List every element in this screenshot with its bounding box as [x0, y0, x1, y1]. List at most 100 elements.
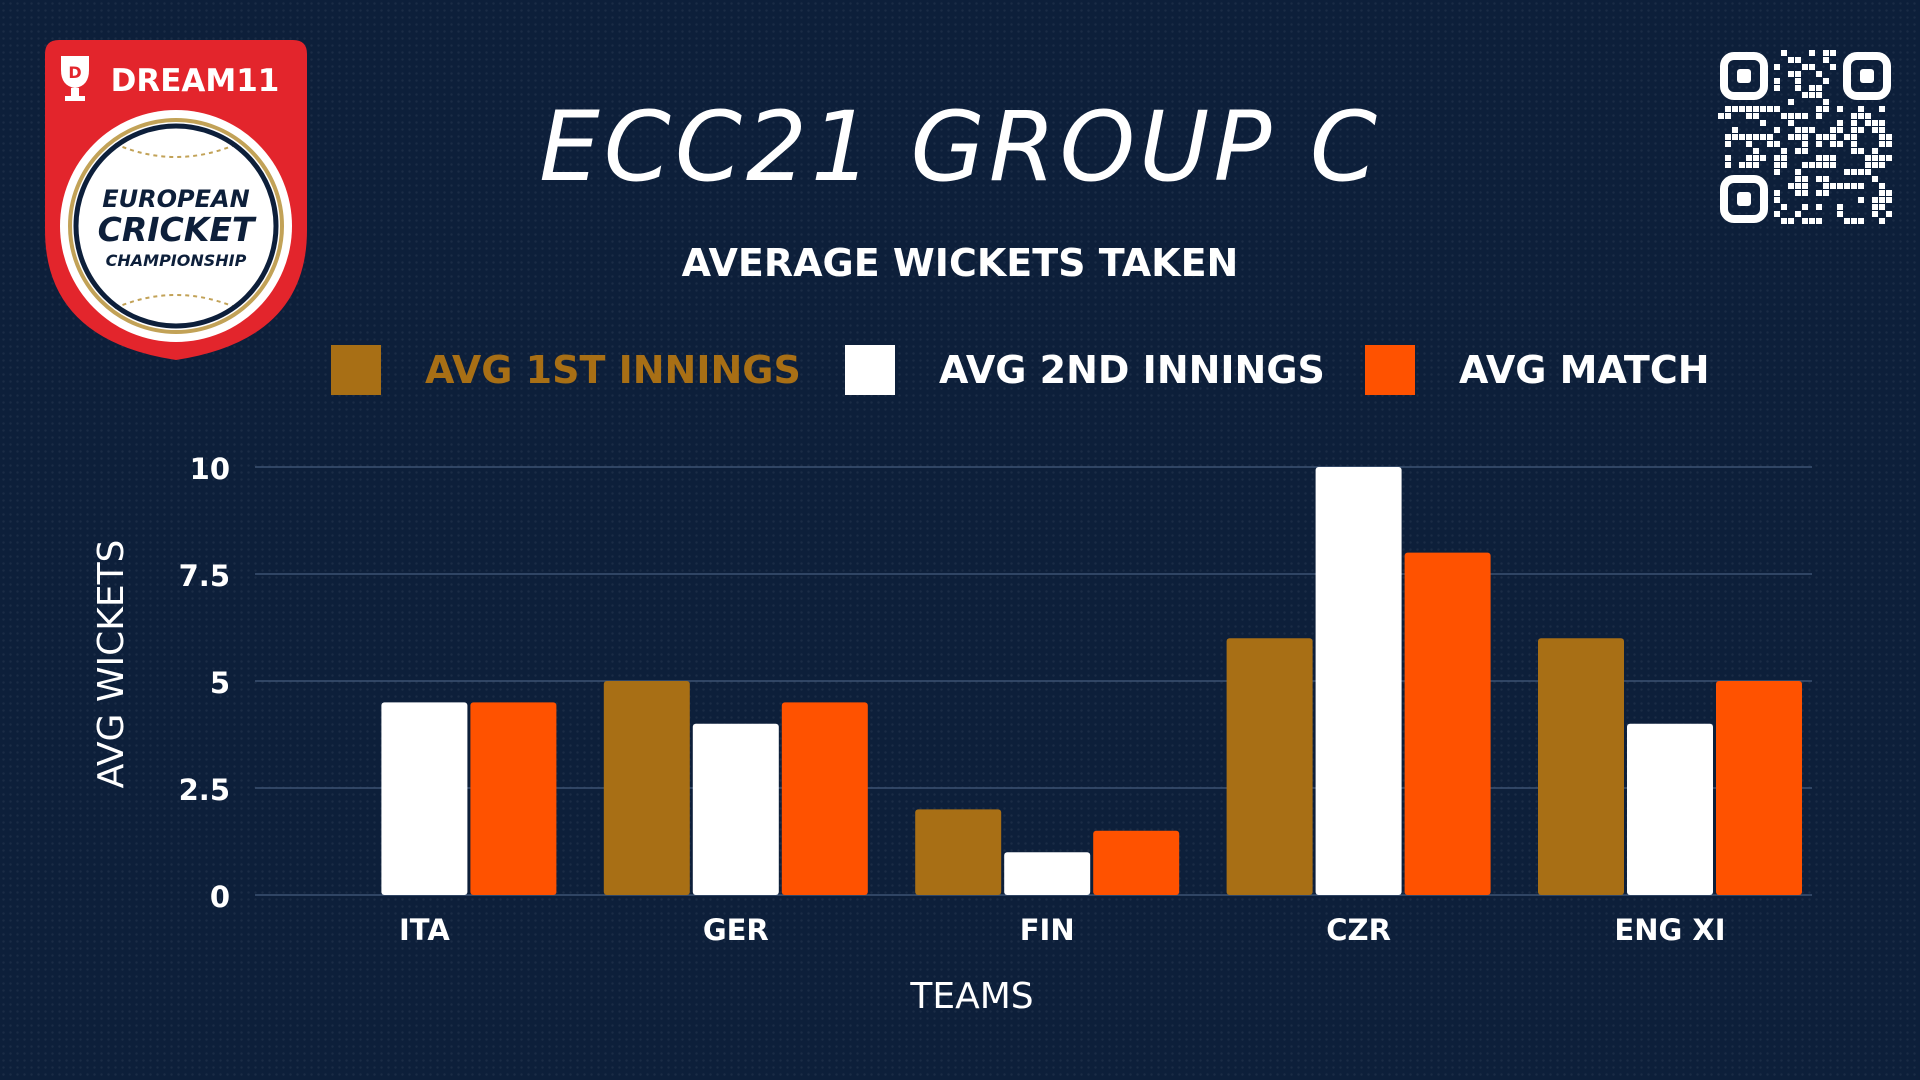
qr-module — [1879, 155, 1885, 161]
qr-module — [1851, 218, 1857, 224]
qr-module — [1788, 113, 1794, 119]
qr-module — [1746, 162, 1752, 168]
qr-module — [1851, 113, 1857, 119]
qr-module — [1879, 183, 1885, 189]
legend-label-match: AVG MATCH — [1459, 348, 1710, 392]
qr-module — [1802, 92, 1808, 98]
qr-module — [1865, 155, 1871, 161]
qr-module — [1879, 197, 1885, 203]
qr-module — [1879, 204, 1885, 210]
qr-module — [1781, 50, 1787, 56]
qr-module — [1879, 190, 1885, 196]
qr-module — [1872, 211, 1878, 217]
qr-module — [1823, 78, 1829, 84]
logo-text-championship: CHAMPIONSHIP — [106, 251, 247, 270]
qr-module — [1795, 134, 1801, 140]
qr-module — [1788, 71, 1794, 77]
qr-module — [1844, 134, 1850, 140]
x-tick-label: CZR — [1326, 913, 1391, 947]
qr-module — [1774, 197, 1780, 203]
qr-module — [1886, 190, 1892, 196]
qr-module — [1851, 148, 1857, 154]
x-tick-label: FIN — [1020, 913, 1075, 947]
qr-code-icon[interactable] — [1718, 50, 1893, 225]
bar-eng-xi-series-1 — [1538, 638, 1624, 895]
qr-module — [1858, 127, 1864, 133]
qr-module — [1816, 190, 1822, 196]
x-tick-label: GER — [703, 913, 769, 947]
qr-module — [1837, 211, 1843, 217]
chart-title: ECC21 GROUP C — [539, 91, 1381, 203]
qr-module — [1718, 113, 1724, 119]
qr-module — [1837, 106, 1843, 112]
qr-module — [1872, 127, 1878, 133]
qr-module — [1879, 218, 1885, 224]
bar-eng-xi-series-2 — [1627, 723, 1713, 895]
qr-module — [1830, 50, 1836, 56]
qr-module — [1753, 106, 1759, 112]
qr-module — [1816, 106, 1822, 112]
qr-module — [1851, 183, 1857, 189]
qr-module — [1795, 169, 1801, 175]
qr-module — [1788, 218, 1794, 224]
qr-module — [1725, 162, 1731, 168]
qr-module — [1746, 113, 1752, 119]
qr-module — [1809, 64, 1815, 70]
qr-module — [1879, 162, 1885, 168]
qr-module — [1872, 120, 1878, 126]
qr-module — [1774, 127, 1780, 133]
qr-module — [1858, 148, 1864, 154]
qr-module — [1816, 155, 1822, 161]
legend-item-second-innings: AVG 2ND INNINGS — [845, 340, 1325, 400]
chart-subtitle: AVERAGE WICKETS TAKEN — [681, 241, 1239, 285]
qr-module — [1781, 218, 1787, 224]
qr-module — [1739, 106, 1745, 112]
qr-module — [1830, 155, 1836, 161]
qr-module — [1774, 190, 1780, 196]
legend-item-first-innings: AVG 1ST INNINGS — [331, 340, 801, 400]
qr-module — [1746, 141, 1752, 147]
qr-module — [1802, 162, 1808, 168]
qr-module — [1732, 134, 1738, 140]
qr-module — [1816, 71, 1822, 77]
qr-module — [1809, 92, 1815, 98]
qr-module — [1795, 85, 1801, 91]
qr-module — [1872, 155, 1878, 161]
qr-module — [1725, 106, 1731, 112]
legend-label-first-innings: AVG 1ST INNINGS — [425, 348, 801, 392]
qr-module — [1809, 85, 1815, 91]
qr-module — [1802, 190, 1808, 196]
qr-module — [1886, 197, 1892, 203]
qr-module — [1879, 120, 1885, 126]
logo-text-cricket: CRICKET — [98, 210, 257, 249]
ecc-logo: D DREAM11 EUROPEAN CRICKET CHAMPIONSHIP — [45, 40, 307, 360]
bar-czr-series-2 — [1315, 467, 1402, 895]
qr-module — [1802, 176, 1808, 182]
qr-module — [1830, 183, 1836, 189]
legend-item-match: AVG MATCH — [1365, 340, 1710, 400]
qr-module — [1886, 141, 1892, 147]
qr-module — [1781, 204, 1787, 210]
qr-module — [1865, 113, 1871, 119]
qr-module — [1753, 113, 1759, 119]
y-tick-label: 0 — [210, 880, 230, 914]
qr-module — [1830, 141, 1836, 147]
qr-module — [1872, 197, 1878, 203]
qr-module — [1781, 162, 1787, 168]
qr-module — [1795, 71, 1801, 77]
legend-swatch-first-innings — [331, 345, 381, 395]
qr-module — [1802, 141, 1808, 147]
qr-module — [1774, 162, 1780, 168]
qr-module — [1795, 57, 1801, 63]
qr-module — [1816, 141, 1822, 147]
qr-module — [1858, 113, 1864, 119]
bar-czr-series-3 — [1404, 552, 1491, 895]
qr-module — [1802, 64, 1808, 70]
qr-module — [1851, 134, 1857, 140]
qr-module — [1844, 169, 1850, 175]
qr-module — [1830, 127, 1836, 133]
qr-module — [1886, 211, 1892, 217]
bar-ger-series-3 — [781, 702, 868, 895]
qr-module — [1830, 162, 1836, 168]
qr-module — [1816, 218, 1822, 224]
